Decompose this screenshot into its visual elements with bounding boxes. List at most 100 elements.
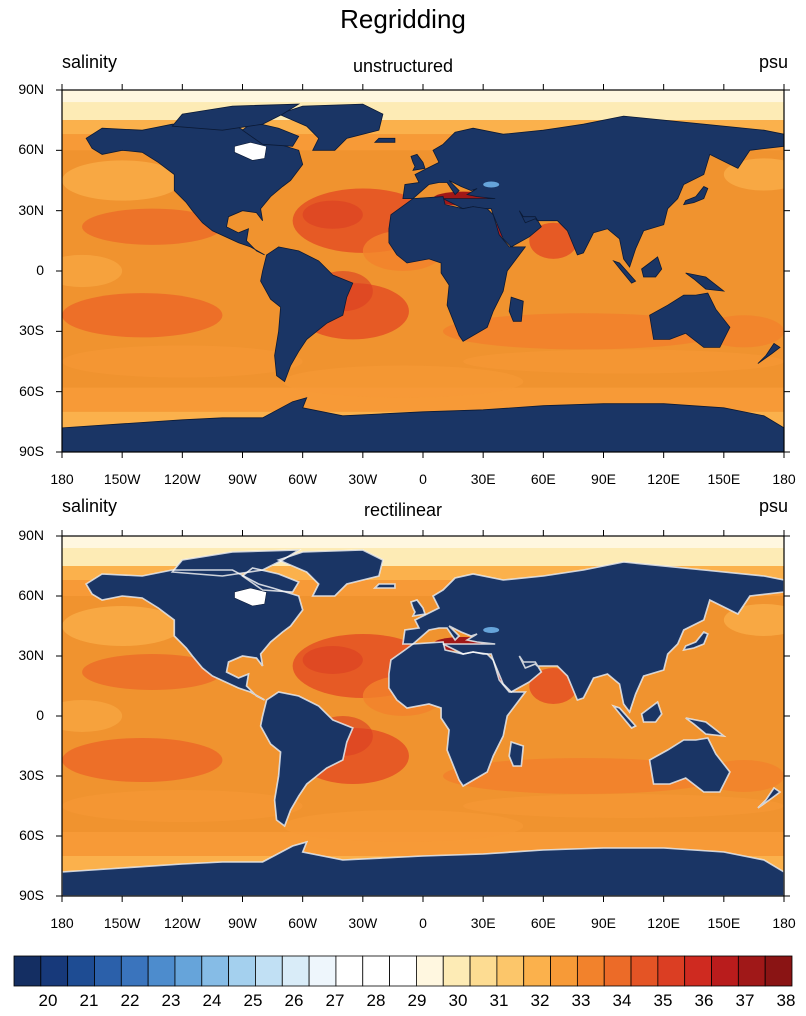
salinity-region <box>82 654 223 690</box>
salinity-band <box>62 536 784 548</box>
colorbar-label: 37 <box>735 991 755 1010</box>
salinity-region <box>62 254 123 288</box>
colorbar-swatch <box>496 955 525 987</box>
lat-tick-label: 60N <box>18 141 44 158</box>
colorbar-swatch <box>389 955 417 987</box>
colorbar-label: 33 <box>571 991 591 1010</box>
hudson-bay <box>234 587 267 607</box>
land-sumatra <box>612 260 637 284</box>
lat-tick-label: 30N <box>18 647 44 663</box>
coast-halo <box>648 737 731 793</box>
colorbar-swatch <box>120 955 149 987</box>
colorbar-label: 27 <box>325 991 345 1010</box>
coast-halo <box>401 561 784 714</box>
salinity-region <box>82 208 223 245</box>
coast-halo <box>757 786 782 809</box>
lat-tick-label: 60S <box>19 827 44 843</box>
lon-tick-label: 120E <box>647 915 680 931</box>
lat-tick-label: 0 <box>36 262 44 278</box>
land-arctic <box>171 103 301 131</box>
colorbar-swatch <box>416 955 444 987</box>
black-sea <box>483 181 500 188</box>
colorbar-swatch <box>201 955 230 987</box>
coast-halo <box>259 691 354 828</box>
lon-tick-label: 30E <box>470 915 496 931</box>
colorbar-label: 29 <box>407 991 427 1010</box>
colorbar-swatch <box>684 955 712 987</box>
land-eurasia <box>402 115 784 268</box>
salinity-region <box>62 606 183 646</box>
lat-tick-label: 30N <box>18 201 44 218</box>
variable-label: salinity <box>62 52 118 72</box>
map-panel-unstructured: salinity unstructured psu <box>0 0 806 500</box>
lon-tick-label: 60W <box>288 471 318 487</box>
colorbar-label: 31 <box>489 991 509 1010</box>
lon-tick-label: 150W <box>103 471 141 487</box>
black-sea <box>483 627 500 633</box>
land-newGuinea <box>685 272 726 292</box>
colorbar-label: 32 <box>530 991 550 1010</box>
lon-tick-label: 90E <box>591 915 616 931</box>
colorbar-swatch <box>40 955 69 987</box>
colorbar-swatch <box>550 955 578 987</box>
panel-subtitle: rectilinear <box>363 500 443 520</box>
lat-tick-label: 30S <box>19 767 44 783</box>
colorbar-label: 34 <box>612 991 632 1010</box>
land-madagascar <box>508 296 524 322</box>
lat-tick-label: 30S <box>19 322 44 339</box>
colorbar-swatch <box>711 955 739 987</box>
coast-halo <box>508 740 525 767</box>
lat-tick-label: 60N <box>18 587 44 603</box>
salinity-band <box>62 90 784 103</box>
salinity-region <box>62 738 223 782</box>
colorbar-label: 26 <box>284 991 304 1010</box>
colorbar-swatch <box>67 955 95 987</box>
colorbar <box>13 955 793 987</box>
salinity-region <box>302 646 363 674</box>
coast-halo <box>241 567 300 593</box>
lon-tick-label: 120E <box>647 471 680 487</box>
land-southAmerica <box>260 246 354 383</box>
colorbar-swatch <box>335 955 364 987</box>
lon-tick-label: 30W <box>348 471 378 487</box>
lon-tick-label: 90W <box>228 915 257 931</box>
coast-halo <box>276 549 384 597</box>
land-antarctica <box>62 397 784 452</box>
colorbar-label: 23 <box>161 991 181 1010</box>
salinity-region <box>282 365 524 398</box>
lon-tick-label: 180 <box>50 471 74 487</box>
lon-tick-label: 30E <box>470 471 496 487</box>
salinity-region <box>463 794 784 818</box>
map-panel-rectilinear: salinity rectilinear psu <box>62 496 788 520</box>
lon-tick-label: 0 <box>419 915 427 931</box>
lon-tick-label: 180 <box>772 915 796 931</box>
panel-subtitle: unstructured <box>352 56 454 76</box>
salinity-region <box>463 349 784 374</box>
colorbar-swatch <box>13 955 42 987</box>
colorbar-swatch <box>174 955 203 987</box>
salinity-region <box>62 700 123 732</box>
salinity-region <box>302 200 363 229</box>
coast-halo <box>640 700 663 723</box>
salinity-region <box>282 810 524 842</box>
lat-tick-label: 0 <box>36 707 44 723</box>
coast-halo <box>62 840 784 896</box>
colorbar-label: 30 <box>448 991 468 1010</box>
variable-label: salinity <box>62 496 118 516</box>
colorbar-swatch <box>657 955 686 987</box>
colorbar-label: 25 <box>243 991 263 1010</box>
salinity-region <box>62 345 303 378</box>
colorbar-swatch <box>737 955 766 987</box>
colorbar-swatch <box>442 955 471 987</box>
lat-tick-label: 90N <box>18 81 44 97</box>
figure-title: Regridding <box>340 4 466 34</box>
lon-tick-label: 150E <box>707 471 741 487</box>
lon-tick-label: 90W <box>228 471 257 487</box>
colorbar-swatch <box>523 955 551 987</box>
salinity-region <box>62 293 223 338</box>
colorbar-swatch <box>576 955 605 987</box>
land-australia <box>649 292 731 348</box>
land-japan <box>682 185 709 206</box>
colorbar-swatch <box>308 955 337 987</box>
colorbar-label: 21 <box>79 991 99 1010</box>
